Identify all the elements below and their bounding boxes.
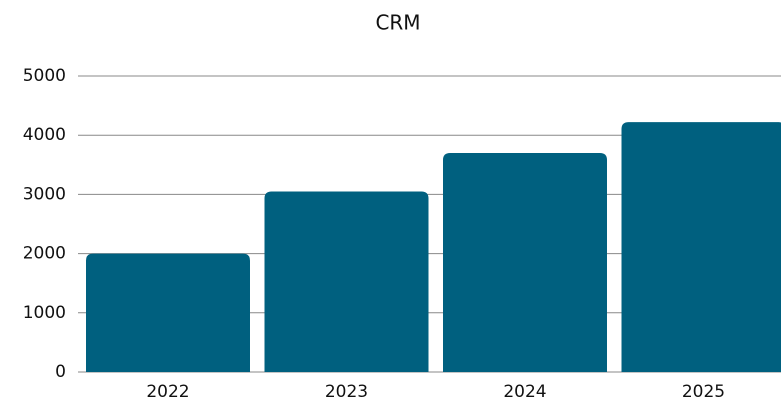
x-tick-label: 2025 <box>682 382 725 402</box>
y-tick-label: 2000 <box>23 244 66 264</box>
y-tick-label: 1000 <box>23 303 66 323</box>
y-tick-label: 4000 <box>23 125 66 145</box>
bar <box>443 152 607 372</box>
x-tick-label: 2024 <box>503 382 546 402</box>
bar <box>264 191 429 372</box>
y-tick-label: 3000 <box>23 184 66 204</box>
x-tick-label: 2023 <box>325 382 368 402</box>
bar <box>621 122 781 372</box>
y-tick-label: 5000 <box>23 66 66 86</box>
y-tick-label: 0 <box>55 362 66 382</box>
x-tick-label: 2022 <box>146 382 189 402</box>
bar <box>86 253 250 372</box>
chart-title: CRM <box>375 11 420 35</box>
